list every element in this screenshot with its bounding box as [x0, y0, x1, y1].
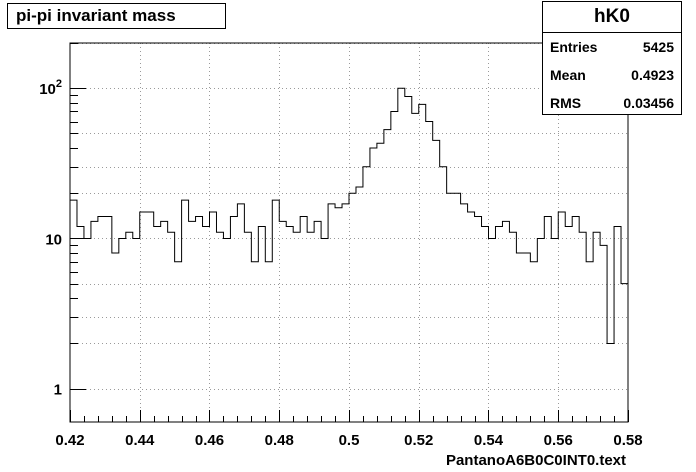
x-tick-label: 0.46 [195, 432, 224, 449]
stats-value: 0.03456 [623, 95, 674, 111]
x-tick-label: 0.56 [544, 432, 573, 449]
histogram-line [70, 87, 628, 344]
x-tick-label: 0.48 [265, 432, 294, 449]
stats-row-entries: Entries 5425 [543, 33, 681, 61]
stats-label: Entries [550, 39, 598, 55]
axes: 0.42 0.44 0.46 0.48 0.5 0.52 0.54 0.56 0.58 1 10 10… [39, 43, 643, 449]
x-tick-label: 0.58 [613, 432, 642, 449]
stats-box: hK0 Entries 5425 Mean 0.4923 RMS 0.03456 [542, 1, 682, 115]
stats-row-mean: Mean 0.4923 [543, 61, 681, 89]
stats-value: 5425 [642, 39, 674, 55]
y-tick-label: 102 [39, 78, 62, 98]
x-tick-label: 0.5 [339, 432, 360, 449]
stats-row-rms: RMS 0.03456 [543, 89, 681, 117]
y-tick-label: 1 [54, 382, 62, 399]
x-tick-label: 0.42 [55, 432, 84, 449]
stats-histogram-name: hK0 [543, 2, 681, 33]
stats-label: RMS [550, 95, 582, 111]
stats-value: 0.4923 [631, 67, 674, 83]
x-tick-label: 0.52 [404, 432, 433, 449]
x-axis-title: PantanoA6B0C0INT0.text [446, 452, 626, 469]
y-tick-label: 10 [45, 231, 62, 248]
histogram-title: pi-pi invariant mass [7, 3, 226, 29]
x-tick-label: 0.44 [125, 432, 155, 449]
stats-label: Mean [550, 67, 586, 83]
x-tick-label: 0.54 [474, 432, 504, 449]
